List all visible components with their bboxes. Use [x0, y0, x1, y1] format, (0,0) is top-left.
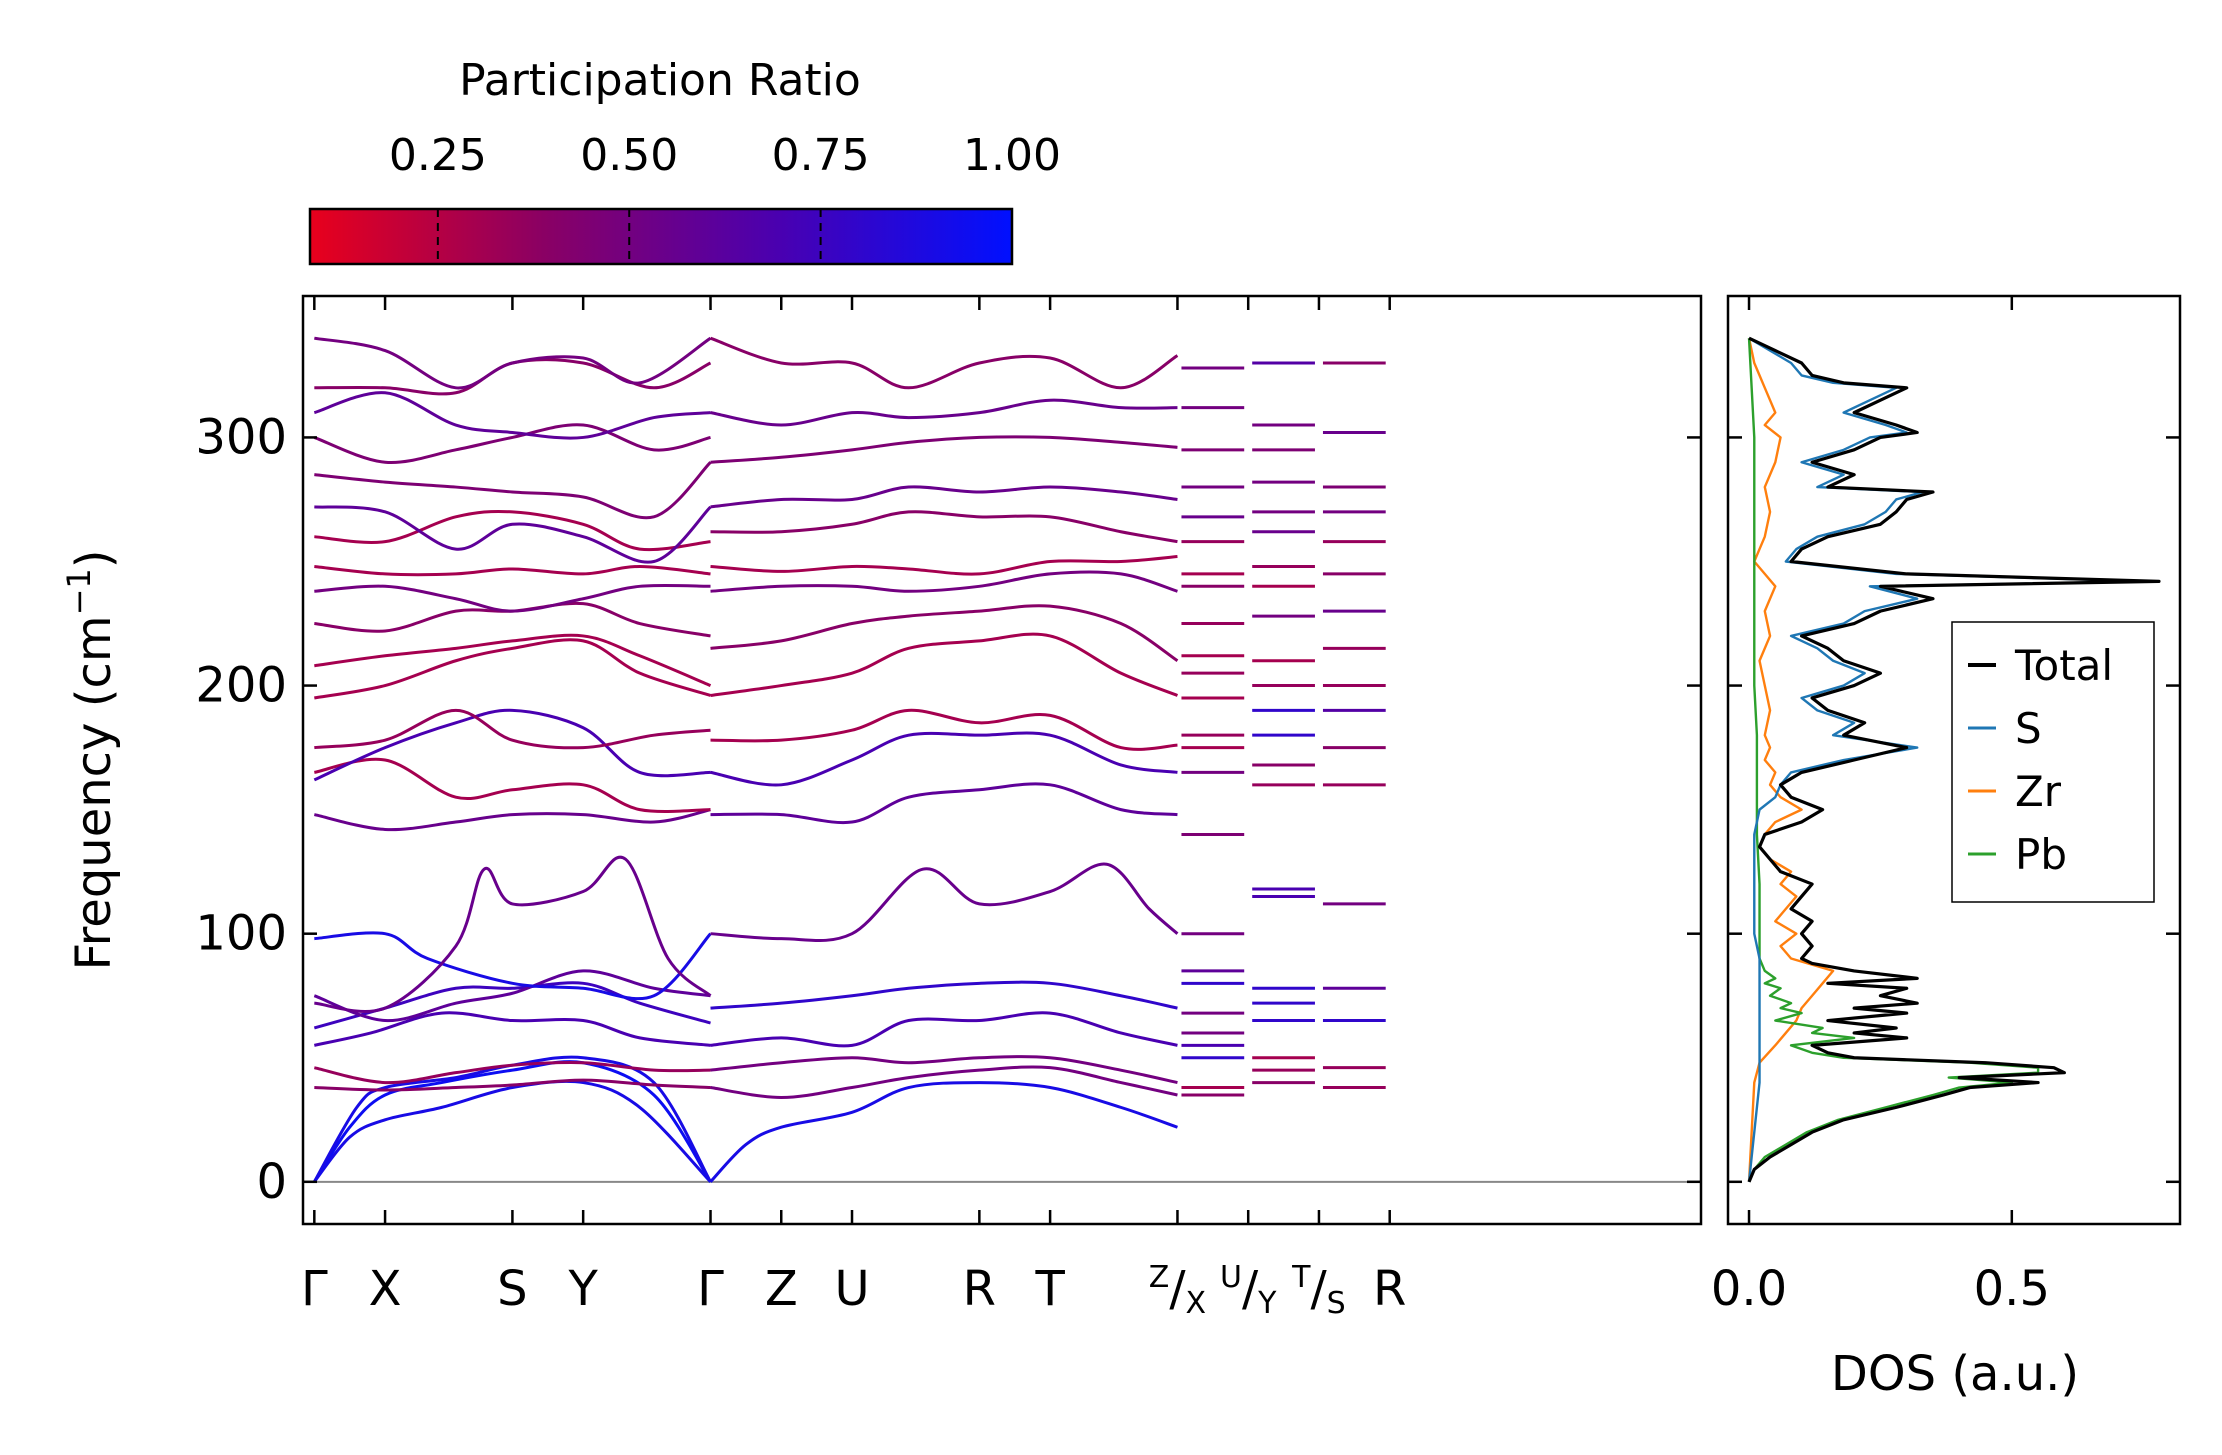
phonon-band	[314, 638, 711, 700]
phonon-band	[314, 633, 712, 687]
phonon-band	[313, 708, 711, 782]
dos-line-total	[1747, 336, 2161, 1183]
x-tick-label: U	[834, 1261, 869, 1317]
x-tick-label: Y	[568, 1261, 599, 1317]
phonon-band	[710, 485, 1178, 509]
phonon-band	[710, 604, 1179, 663]
band-axes-frame	[301, 294, 1703, 1226]
phonon-band	[710, 336, 1179, 390]
phonon-band	[314, 358, 712, 396]
dos-line-zr	[1747, 337, 1835, 1182]
colorbar-tick-label: 0.25	[389, 130, 487, 181]
phonon-band	[314, 931, 712, 1001]
y-tick-label: 0	[256, 1154, 287, 1210]
phonon-band	[313, 969, 711, 1023]
phonon-band	[313, 1079, 712, 1183]
phonon-band	[710, 980, 1178, 1010]
phonon-band	[313, 1011, 711, 1047]
colorbar-ticks	[436, 209, 822, 264]
dos-axes-frame	[1726, 294, 2182, 1226]
phonon-band	[710, 1011, 1178, 1048]
phonon-band	[314, 757, 711, 813]
phonon-band	[313, 1055, 712, 1183]
phonon-band	[710, 435, 1178, 464]
x-tick-label: T	[1034, 1261, 1065, 1317]
colorbar-tick-label: 0.50	[580, 130, 678, 181]
y-tick-label: 300	[195, 409, 287, 465]
dos-axes: 0.0 0.5	[1711, 296, 2180, 1317]
x-tick-label: X	[369, 1261, 402, 1317]
phonon-band	[710, 1065, 1178, 1099]
phonon-band	[314, 1061, 711, 1085]
dos-x-tick-label: 0.0	[1711, 1261, 1787, 1317]
phonon-band	[710, 862, 1179, 943]
colorbar	[308, 207, 1014, 266]
dos-line-pb	[1747, 338, 2040, 1183]
phonon-band	[710, 570, 1178, 593]
phonon-band	[314, 509, 711, 552]
svg-text:Frequency (cm−1): Frequency (cm−1)	[60, 549, 122, 970]
phonon-band	[710, 1055, 1178, 1085]
legend-label-s: S	[2015, 704, 2042, 753]
dos-x-axis-label: DOS (a.u.)	[1831, 1346, 2079, 1402]
colorbar-tick-label: 0.75	[772, 130, 870, 181]
x-tick-label: U/Y	[1220, 1260, 1277, 1321]
phonon-band	[314, 808, 711, 832]
phonon-band	[313, 423, 711, 465]
y-axis-label: Frequency (cm−1)	[60, 549, 122, 970]
phonon-band	[710, 782, 1178, 825]
x-tick-label: Γ	[697, 1261, 724, 1317]
x-tick-label: T/S	[1291, 1260, 1346, 1321]
x-tick-label: Γ	[301, 1261, 328, 1317]
colorbar-tick-labels: 0.25 0.50 0.75 1.00	[389, 130, 1061, 181]
y-tick-label: 100	[195, 906, 287, 962]
phonon-band	[710, 632, 1179, 697]
x-tick-label: Z	[765, 1261, 798, 1317]
phonon-band	[314, 564, 711, 577]
phonon-band	[314, 855, 712, 1013]
phonon-band	[314, 1078, 711, 1092]
phonon-band	[709, 1081, 1178, 1183]
legend-label-total: Total	[2014, 641, 2113, 690]
colorbar-tick-label: 1.00	[963, 130, 1061, 181]
phonon-band	[314, 461, 712, 520]
phonon-band	[314, 505, 712, 564]
x-tick-label: R	[963, 1261, 996, 1317]
phonon-band	[710, 731, 1178, 787]
y-tick-label: 200	[195, 658, 287, 714]
phonon-band	[314, 583, 711, 613]
phonon-band	[314, 708, 711, 750]
legend-label-pb: Pb	[2015, 830, 2067, 879]
phonon-band	[314, 336, 712, 390]
legend-label-zr: Zr	[2015, 767, 2062, 816]
phonon-band	[710, 708, 1178, 751]
dos-plot	[1747, 336, 2161, 1183]
band-structure-plot	[303, 336, 1701, 1183]
colorbar-title: Participation Ratio	[459, 55, 861, 106]
phonon-band	[710, 555, 1178, 576]
dos-legend: Total S Zr Pb	[1951, 621, 2155, 903]
phonon-band	[313, 391, 711, 440]
phonon-band	[710, 398, 1178, 427]
phonon-band	[314, 601, 711, 638]
phonon-band	[710, 510, 1178, 544]
dos-x-tick-label: 0.5	[1974, 1261, 2050, 1317]
x-tick-label: Z/X	[1149, 1260, 1206, 1321]
phonon-band	[313, 1060, 712, 1183]
x-tick-label: S	[497, 1261, 527, 1317]
x-tick-label: R	[1373, 1261, 1406, 1317]
